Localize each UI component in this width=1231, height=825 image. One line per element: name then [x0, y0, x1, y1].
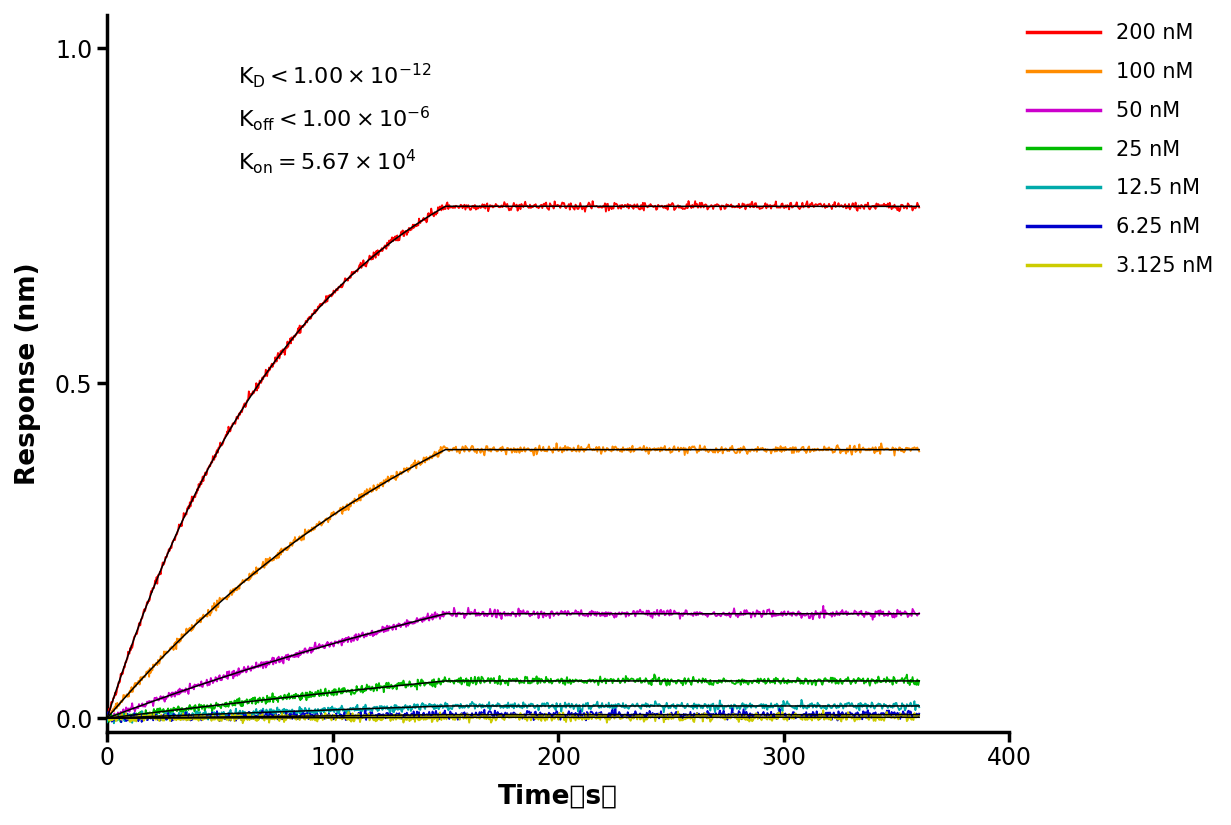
Y-axis label: Response (nm): Response (nm) — [15, 262, 41, 484]
Text: $\mathregular{K_{on}}$$=5.67\times10^{4}$: $\mathregular{K_{on}}$$=5.67\times10^{4}… — [238, 148, 416, 177]
Text: $\mathregular{K_D}$$<1.00\times10^{-12}$: $\mathregular{K_D}$$<1.00\times10^{-12}$ — [238, 62, 431, 91]
X-axis label: Time（s）: Time（s） — [499, 784, 618, 810]
Text: $\mathregular{K_{off}}$$<1.00\times10^{-6}$: $\mathregular{K_{off}}$$<1.00\times10^{-… — [238, 105, 431, 134]
Legend: 200 nM, 100 nM, 50 nM, 25 nM, 12.5 nM, 6.25 nM, 3.125 nM: 200 nM, 100 nM, 50 nM, 25 nM, 12.5 nM, 6… — [1018, 15, 1222, 284]
